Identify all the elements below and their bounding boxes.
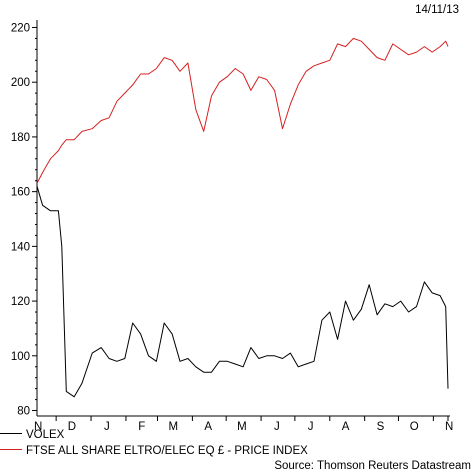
y-tick-label: 120 — [11, 296, 30, 308]
x-tick-label: J — [308, 421, 314, 433]
x-tick-label: A — [204, 421, 212, 433]
legend-label-ftse: FTSE ALL SHARE ELTRO/ELEC EQ £ - PRICE I… — [26, 445, 308, 457]
y-tick-label: 160 — [11, 187, 30, 199]
x-tick-label: D — [68, 421, 76, 433]
y-tick-label: 180 — [11, 132, 30, 144]
legend-entry-ftse: FTSE ALL SHARE ELTRO/ELEC EQ £ - PRICE I… — [0, 445, 308, 458]
y-tick-label: 100 — [11, 351, 30, 363]
x-tick-label: F — [138, 421, 145, 433]
x-tick-label: M — [237, 421, 247, 433]
series-line-ftse — [36, 37, 449, 184]
legend-entry-volex: VOLEX — [0, 429, 64, 442]
y-tick-label: 140 — [11, 241, 30, 253]
x-tick-label: N — [445, 421, 453, 433]
x-tick-label: J — [274, 421, 280, 433]
y-tick-label: 220 — [11, 22, 30, 34]
date-stamp: 14/11/13 — [415, 4, 459, 16]
series-line-volex — [36, 186, 449, 398]
x-tick-label: S — [377, 421, 385, 433]
legend-swatch-volex — [0, 433, 22, 435]
legend-label-volex: VOLEX — [26, 429, 65, 441]
y-tick-label: 80 — [17, 406, 30, 418]
x-tick-label: O — [410, 421, 419, 433]
legend-swatch-ftse — [0, 449, 22, 451]
source-note: Source: Thomson Reuters Datastream — [274, 460, 471, 472]
x-tick-label: M — [168, 421, 178, 433]
x-tick-label: N — [34, 421, 42, 433]
x-tick-label: A — [342, 421, 350, 433]
y-tick-label: 200 — [11, 77, 30, 89]
chart-axes: 80 100 120 140 160 180 200 220 N D J F M A M J J A S O N — [11, 20, 453, 433]
series-layer — [36, 37, 449, 398]
x-tick-label: J — [104, 421, 110, 433]
